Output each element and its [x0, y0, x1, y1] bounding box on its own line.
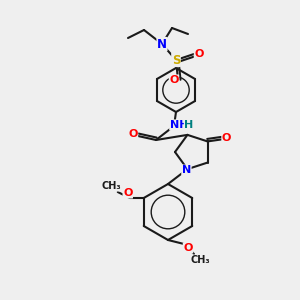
Text: NH: NH	[170, 120, 188, 130]
Text: CH₃: CH₃	[190, 255, 210, 265]
Text: O: O	[123, 188, 132, 198]
Text: CH₃: CH₃	[102, 181, 122, 191]
Text: O: O	[128, 129, 138, 139]
Text: O: O	[222, 134, 231, 143]
Text: O: O	[169, 75, 179, 85]
Text: H: H	[184, 120, 194, 130]
Text: N: N	[157, 38, 167, 50]
Text: O: O	[183, 243, 193, 253]
Text: O: O	[194, 49, 204, 59]
Text: S: S	[172, 53, 180, 67]
Text: N: N	[182, 165, 191, 175]
